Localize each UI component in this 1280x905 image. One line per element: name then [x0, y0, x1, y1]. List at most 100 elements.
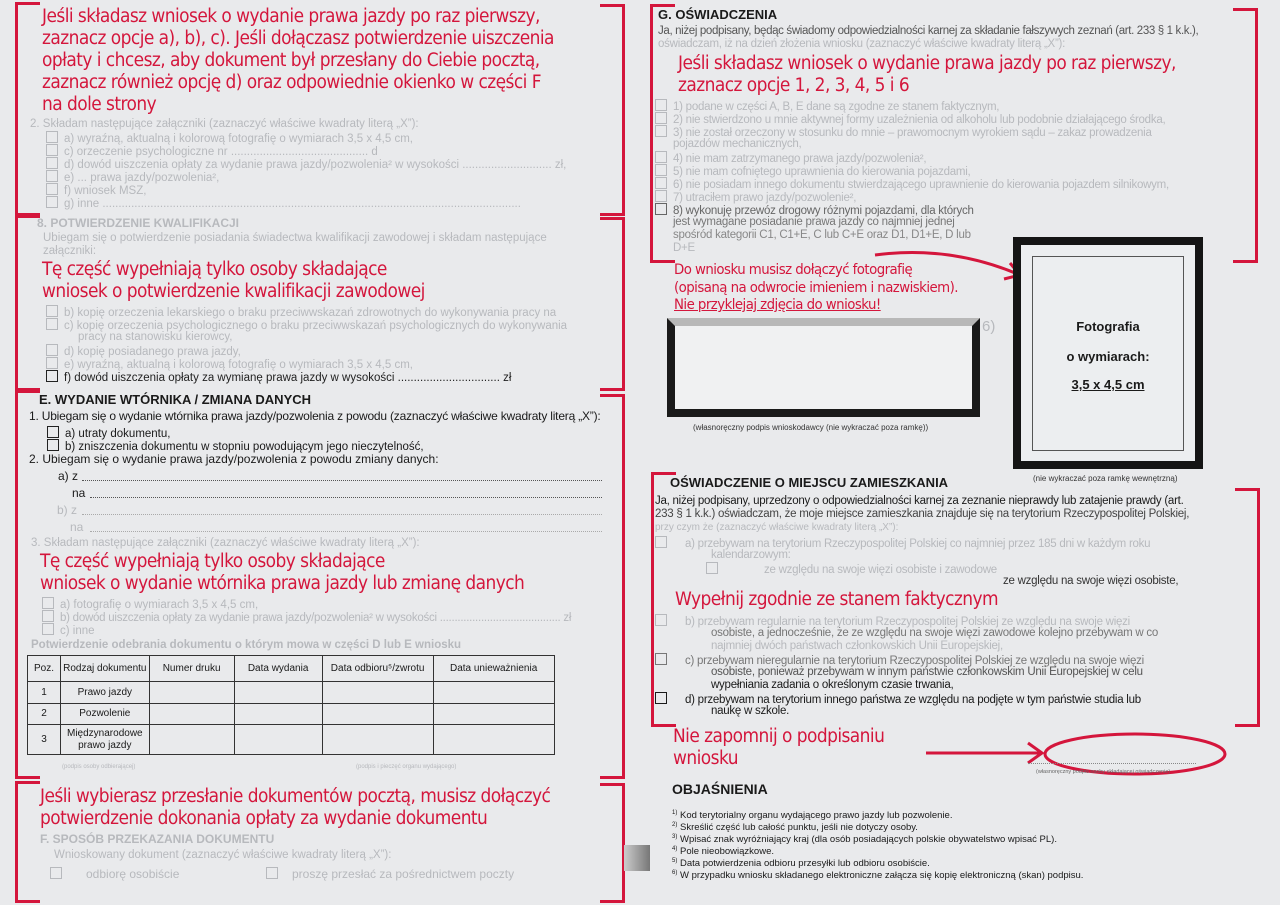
signature-box[interactable]: [667, 318, 980, 417]
checkbox-q-f[interactable]: f) dowód uiszczenia opłaty za wymianę pr…: [46, 370, 511, 385]
checkbox-res-b[interactable]: b) przebywam regularnie na terytorium Rz…: [655, 614, 1130, 629]
footnote-text: Data potwierdzenia odbioru przesyłki lub…: [679, 858, 930, 870]
column-header: Data wydania: [233, 655, 323, 682]
checkbox-q-c[interactable]: c) kopię orzeczenia psychologicznego o b…: [46, 318, 567, 333]
option-label: 2) nie stwierdzono u mnie aktywnej formy…: [673, 114, 1166, 126]
section-intro: Ubiegam się o potwierdzenie posiadania ś…: [43, 232, 547, 244]
annotation-line: Nie zapomnij o podpisaniu: [673, 726, 885, 747]
cell[interactable]: [321, 681, 434, 704]
field-new-b[interactable]: [90, 531, 602, 532]
checkbox-e3-c[interactable]: c) inne: [42, 623, 95, 638]
checkbox-g-3[interactable]: 3) nie został orzeczony w stosunku do mn…: [655, 125, 1152, 140]
section-intro: przy czym że (zaznaczyć właściwe kwadrat…: [655, 522, 899, 533]
cell: Pozwolenie: [60, 703, 150, 725]
footnote-mark: 5): [672, 858, 678, 864]
section-intro: Ja, niżej podpisany, będąc świadomy odpo…: [658, 25, 1199, 37]
checkbox-g-2[interactable]: 2) nie stwierdzono u mnie aktywnej formy…: [655, 112, 1166, 127]
cell[interactable]: [233, 681, 323, 704]
checkbox-pickup[interactable]: odbiorę osobiście: [50, 867, 179, 881]
checkbox-d-a[interactable]: a) wyraźną, aktualną i kolorową fotograf…: [46, 131, 413, 146]
annotation-line: zaznacz opcje a), b), c). Jeśli dołączas…: [42, 28, 554, 49]
cell[interactable]: [233, 703, 323, 725]
photo-frame: Fotografia o wymiarach: 3,5 x 4,5 cm: [1013, 237, 1203, 469]
checkbox-g-8[interactable]: 8) wykonuję przewóz drogowy różnymi poja…: [655, 203, 974, 218]
section-intro: Ja, niżej podpisany, uprzedzony o odpowi…: [655, 495, 1184, 507]
confirmation-title: Potwierdzenie odebrania dokumentu o któr…: [31, 639, 462, 651]
checkbox-res-a[interactable]: a) przebywam na terytorium Rzeczypospoli…: [655, 536, 1151, 551]
checkbox-d-d[interactable]: d) dowód uiszczenia opłaty za wydanie pr…: [46, 157, 566, 172]
column-header: Data unieważnienia: [432, 655, 555, 682]
cell[interactable]: [432, 703, 555, 725]
annotation-line: Jeśli składasz wniosek o wydanie prawa j…: [42, 6, 540, 27]
cell[interactable]: [148, 681, 235, 704]
field-old-a[interactable]: [82, 480, 602, 481]
checkbox-res-c[interactable]: c) przebywam nieregularnie na terytorium…: [655, 653, 1144, 668]
checkbox-res-a1[interactable]: ze względu na swoje więzi osobiste i zaw…: [706, 562, 997, 577]
checkbox-g-4[interactable]: 4) nie mam zatrzymanego prawa jazdy/pozw…: [655, 151, 927, 166]
page-edge-shadow: [624, 845, 650, 871]
checkbox-d-c[interactable]: c) orzeczenie psychologiczne nr ........…: [46, 144, 378, 159]
checkbox-d-g[interactable]: g) inne ................................…: [46, 196, 521, 211]
footnote: 2) Skreślić część lub całość punktu, jeś…: [672, 820, 918, 834]
checkbox-q-d[interactable]: d) kopię posiadanego prawa jazdy,: [46, 344, 241, 359]
footnote-mark: 4): [672, 846, 678, 852]
option-label: najmniej dwóch państwach członkowskich U…: [711, 640, 1003, 652]
checkbox-g-5[interactable]: 5) nie mam cofniętego uprawnienia do kie…: [655, 164, 971, 179]
checkbox-g-1[interactable]: 1) podane w części A, B, E dane są zgodn…: [655, 99, 1000, 114]
photo-label: o wymiarach:: [1066, 349, 1150, 364]
option-label: b) kopię orzeczenia lekarskiego o braku …: [64, 307, 557, 319]
option-label: c) orzeczenie psychologiczne nr ........…: [64, 146, 378, 158]
checkbox-d-f[interactable]: f) wniosek MSZ,: [46, 183, 146, 198]
cell[interactable]: [321, 724, 434, 755]
checkbox-res-d[interactable]: d) przebywam na terytorium innego państw…: [655, 692, 1141, 707]
checkbox-mail[interactable]: proszę przesłać za pośrednictwem poczty: [266, 867, 514, 881]
cell[interactable]: [432, 724, 555, 755]
option-label: ze względu na swoje więzi osobiste,: [1003, 575, 1179, 587]
checkbox-e3-a[interactable]: a) fotografię o wymiarach 3,5 x 4,5 cm,: [42, 597, 258, 612]
arrow-to-signature-icon: [926, 732, 1227, 776]
annotation-line: opłaty i chcesz, aby dokument był przesł…: [42, 50, 540, 71]
cell[interactable]: [321, 703, 434, 725]
annotation-line: potwierdzenie dokonania opłaty za wydani…: [40, 808, 488, 829]
cell[interactable]: [148, 724, 235, 755]
cell[interactable]: [148, 703, 235, 725]
cell[interactable]: [432, 681, 555, 704]
option-label: a) przebywam na terytorium Rzeczypospoli…: [685, 538, 1151, 550]
question: 2. Ubiegam się o wydanie prawa jazdy/poz…: [29, 452, 439, 466]
bracket-left: [651, 472, 676, 727]
checkbox-g-7[interactable]: 7) utraciłem prawo jazdy/pozwolenie²,: [655, 190, 856, 205]
checkbox-e-b[interactable]: b) zniszczenia dokumentu w stopniu powod…: [47, 439, 424, 454]
section-intro: 233 § 1 k.k.) oświadczam, że moje miejsc…: [655, 508, 1190, 520]
cell[interactable]: [233, 724, 323, 755]
checkbox-e-a[interactable]: a) utraty dokumentu,: [47, 426, 170, 441]
option-label: a) utraty dokumentu,: [65, 428, 171, 440]
option-label: pracy na stanowisku kierowcy,: [78, 331, 233, 343]
final-signature-line[interactable]: [1028, 763, 1196, 764]
annotation-line: Tę część wypełniają tylko osoby składają…: [40, 551, 385, 572]
section-intro: oświadczam, iż na dzień złożenia wniosku…: [658, 38, 1066, 50]
footnote-text: Wpisać znak wyróżniający kraj (dla osób …: [679, 834, 1057, 846]
checkbox-g-6[interactable]: 6) nie posiadam innego dokumentu stwierd…: [655, 177, 1169, 192]
checkbox-d-e[interactable]: e) ... prawa jazdy/pozwolenia²,: [46, 170, 219, 185]
option-label: spośród kategorii C1, C1+E, C lub C+E or…: [673, 229, 971, 241]
checkbox-q-e[interactable]: e) wyraźną, aktualną i kolorową fotograf…: [46, 357, 413, 372]
option-label: g) inne ................................…: [64, 198, 521, 210]
footnote-mark: 6): [672, 870, 678, 876]
annotation-photo: Do wniosku musisz dołączyć fotografię (o…: [674, 262, 959, 315]
checkbox-q-b[interactable]: b) kopię orzeczenia lekarskiego o braku …: [46, 305, 556, 320]
bracket-left: [15, 2, 40, 216]
annotation-line: Do wniosku musisz dołączyć fotografię: [674, 262, 913, 278]
footnote-mark: 6): [982, 318, 996, 335]
field-old-b[interactable]: [82, 514, 602, 515]
question: 1. Ubiegam się o wydanie wtórnika prawa …: [29, 409, 601, 423]
section-d-intro: 2. Składam następujące załączniki (zazna…: [30, 118, 419, 130]
field-label: b) z: [57, 503, 78, 517]
option-label: c) inne: [60, 625, 95, 637]
annotation-residence: Wypełnij zgodnie ze stanem faktycznym: [675, 589, 999, 610]
bracket-left: [15, 390, 40, 779]
option-label: 5) nie mam cofniętego uprawnienia do kie…: [673, 166, 971, 178]
checkbox-e3-b[interactable]: b) dowód uiszczenia opłaty za wydanie pr…: [42, 610, 571, 625]
field-new-a[interactable]: [90, 497, 602, 498]
bracket-right: [600, 783, 625, 903]
receipt-table: Poz. Rodzaj dokumentu Numer druku Data w…: [27, 655, 555, 755]
